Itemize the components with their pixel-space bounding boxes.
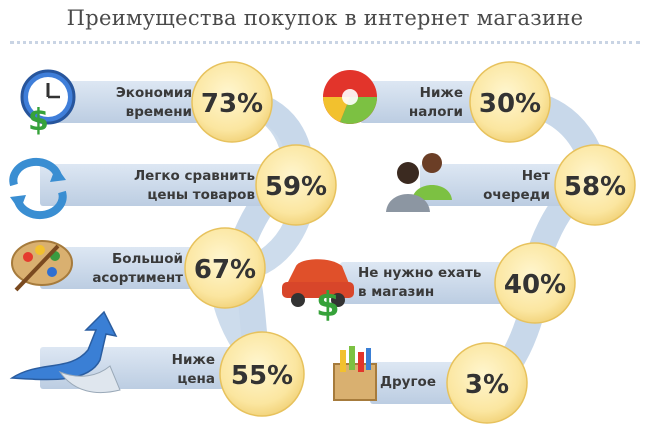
percent-right-2: 58% [564,172,626,202]
percent-badge-left-2: 59% [255,144,337,226]
label-left-2: Легко сравнить цены товаров [133,168,255,203]
label-left-4: Ниже цена [171,352,215,387]
right-snake-connector [474,89,610,396]
label-right-3: Не нужно ехать в магазин [358,265,482,300]
arrow-up-icon [9,310,121,393]
label-left-1: Экономия времени [115,85,192,120]
band-right-3 [340,262,535,304]
percent-left-1: 73% [201,89,263,119]
page-title: Преимущества покупок в интернет магазине [66,6,584,30]
label-right-2: Нет очереди [483,168,550,203]
palette-icon [11,240,73,292]
percent-badge-left-1: 73% [191,61,273,143]
percent-badge-right-2: 58% [554,144,636,226]
percent-right-4: 3% [465,370,509,400]
svg-text:$: $ [28,103,49,138]
percent-left-3: 67% [194,255,256,285]
percent-right-3: 40% [504,270,566,300]
percent-left-2: 59% [265,172,327,202]
dotted-divider [10,41,640,44]
percent-right-1: 30% [479,89,541,119]
band-left-2 [40,164,290,206]
box-icon [333,346,377,401]
band-right-2 [420,164,595,206]
label-left-3: Большой асортимент [92,251,183,286]
pie-chart-icon [323,70,377,124]
percent-badge-left-3: 67% [184,227,266,309]
clock-dollar-icon: $ [20,69,76,138]
band-left-1 [40,81,240,123]
refresh-arrows-icon [9,157,67,220]
label-right-4: Другое [380,374,436,390]
percent-left-4: 55% [231,361,293,391]
percent-badge-right-1: 30% [469,61,551,143]
percent-badge-right-4: 3% [446,342,528,424]
people-icon [386,153,452,212]
label-right-1: Ниже налоги [408,85,463,120]
car-dollar-icon: $ [282,259,354,325]
svg-text:$: $ [316,285,340,325]
percent-badge-right-3: 40% [494,242,576,324]
percent-badge-left-4: 55% [219,331,305,417]
